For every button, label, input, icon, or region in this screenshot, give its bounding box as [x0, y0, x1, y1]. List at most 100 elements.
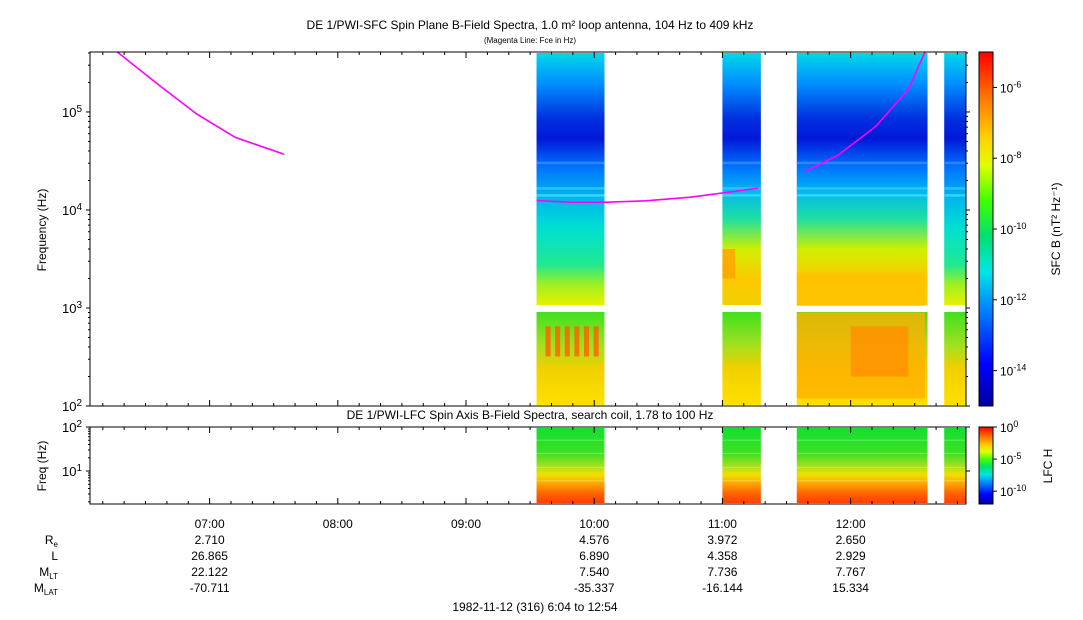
sfc-y-axis: 102 103 104 105 — [62, 52, 970, 414]
sfc-intense-burst — [583, 326, 590, 357]
lfc-band-edge — [796, 439, 928, 441]
ephemeris-row-label: MLT — [39, 565, 58, 581]
sfc-band-line — [944, 161, 966, 165]
sfc-band-line — [944, 187, 966, 190]
sfc-intense-burst — [593, 326, 599, 357]
sfc-data-block-lower — [722, 311, 761, 405]
top-panel-title: DE 1/PWI-SFC Spin Plane B-Field Spectra,… — [307, 18, 754, 32]
top-panel-subtitle: (Magenta Line: Fce in Hz) — [484, 36, 576, 45]
sfc-band-line — [536, 194, 605, 197]
lfc-band-edge — [722, 466, 761, 469]
lfc-colorbar: 100 10-5 10-10 LFC H — [978, 419, 1055, 505]
lfc-band-edge — [536, 452, 605, 455]
ephemeris-value: 7.767 — [836, 565, 866, 579]
ephemeris-value: 15.334 — [832, 581, 869, 595]
lfc-band-edge — [536, 439, 605, 441]
sfc-intense-burst — [555, 326, 561, 357]
sfc-band-line — [722, 194, 761, 197]
ephemeris-value: 26.865 — [191, 549, 228, 563]
sfc-intense-burst — [850, 326, 909, 377]
sfc-intense-burst — [545, 326, 551, 357]
sfc-spectrogram-data — [536, 53, 966, 405]
sfc-colorbar-tick-label: 10-6 — [1000, 79, 1021, 95]
sfc-data-block-upper — [944, 53, 966, 305]
lfc-band-edge — [536, 480, 605, 482]
sfc-x-ticks — [102, 52, 958, 406]
sfc-data-block-lower — [944, 311, 966, 405]
sfc-y-tick-label: 104 — [62, 202, 82, 218]
sfc-intense-burst — [564, 326, 570, 357]
sfc-band-line — [796, 187, 928, 190]
lfc-plot-frame — [89, 426, 967, 505]
sfc-data-block-upper — [536, 53, 605, 305]
lfc-data-block — [944, 428, 966, 503]
lfc-colorbar-tick-label: 100 — [1000, 419, 1018, 435]
fce-line-segment — [805, 51, 926, 172]
sfc-colorbar-scale — [978, 51, 994, 407]
lfc-band-edge — [722, 452, 761, 455]
ephemeris-value: 2.929 — [836, 549, 866, 563]
lfc-data-block — [722, 428, 761, 503]
sfc-data-block-lower — [536, 311, 605, 405]
sfc-colorbar-tick-label: 10-10 — [1000, 221, 1026, 237]
lfc-y-axis: 101 102 — [62, 419, 970, 503]
lfc-band-edge — [722, 480, 761, 482]
ephemeris-table: Re 2.710 4.576 3.972 2.650 L 26.865 6.890 4.358 2… — [34, 533, 869, 597]
sfc-spectrogram-panel: 102 103 104 105 Frequency (Hz) — [35, 51, 970, 414]
ephemeris-value: 4.358 — [707, 549, 737, 563]
sfc-intense-burst — [574, 326, 580, 357]
sfc-colorbar-tick-label: 10-12 — [1000, 292, 1026, 308]
ephemeris-row-label: L — [51, 549, 58, 563]
sfc-colorbar-label: SFC B (nT² Hz⁻¹) — [1049, 183, 1063, 276]
lfc-band-edge — [796, 452, 928, 455]
lfc-colorbar-ticks: 100 10-5 10-10 — [993, 419, 1026, 499]
lfc-y-axis-label: Freq (Hz) — [35, 441, 49, 492]
lfc-band-edge — [944, 452, 966, 455]
lfc-colorbar-label: LFC H — [1041, 449, 1055, 484]
ephemeris-value: 6.890 — [579, 549, 609, 563]
sfc-band-line — [722, 161, 761, 165]
lfc-x-ticks — [102, 427, 958, 504]
ephemeris-value: 4.576 — [579, 533, 609, 547]
ephemeris-row-label: MLAT — [34, 581, 58, 597]
sfc-band-line — [796, 161, 928, 165]
sfc-band-line — [944, 194, 966, 197]
sfc-band-line — [722, 187, 761, 190]
ephemeris-value: 2.710 — [195, 533, 225, 547]
time-tick-label: 08:00 — [323, 517, 353, 531]
ephemeris-value: 7.540 — [579, 565, 609, 579]
fce-line — [116, 51, 926, 203]
lfc-colorbar-tick-label: 10-10 — [1000, 483, 1026, 499]
lfc-spectrogram-panel: 101 102 Freq (Hz) — [35, 419, 970, 505]
lfc-y-tick-label: 101 — [62, 463, 82, 479]
time-tick-label: 11:00 — [708, 517, 737, 531]
lfc-colorbar-tick-label: 10-5 — [1000, 451, 1021, 467]
sfc-colorbar: 10-6 10-8 10-10 10-12 10-14 SFC B (nT² Hz⁻¹) — [978, 51, 1063, 407]
sfc-y-tick-label: 105 — [62, 104, 82, 120]
sfc-intense-burst — [796, 272, 925, 306]
sfc-colorbar-ticks: 10-6 10-8 10-10 10-12 10-14 — [993, 79, 1026, 379]
time-tick-label: 10:00 — [579, 517, 609, 531]
time-tick-label: 12:00 — [836, 517, 866, 531]
lfc-band-edge — [796, 480, 928, 482]
sfc-y-tick-label: 103 — [62, 300, 82, 316]
lfc-data-block — [536, 428, 605, 503]
ephemeris-value: -35.337 — [574, 581, 615, 595]
sfc-y-axis-label: Frequency (Hz) — [35, 189, 49, 272]
sfc-colorbar-tick-label: 10-8 — [1000, 150, 1021, 166]
lfc-band-edge — [796, 466, 928, 469]
lfc-data-block — [796, 428, 928, 503]
lfc-band-edge — [536, 466, 605, 469]
lfc-band-edge — [944, 480, 966, 482]
lfc-spectrogram-data — [536, 428, 966, 503]
lfc-band-edge — [944, 466, 966, 469]
ephemeris-row-label: Re — [45, 533, 59, 549]
ephemeris-value: 3.972 — [707, 533, 737, 547]
lfc-band-edge — [944, 439, 966, 441]
sfc-band-line — [536, 161, 605, 165]
lfc-colorbar-scale — [978, 426, 994, 505]
sfc-colorbar-tick-label: 10-14 — [1000, 363, 1026, 379]
ephemeris-value: -16.144 — [702, 581, 743, 595]
sfc-data-block-upper — [796, 53, 928, 305]
